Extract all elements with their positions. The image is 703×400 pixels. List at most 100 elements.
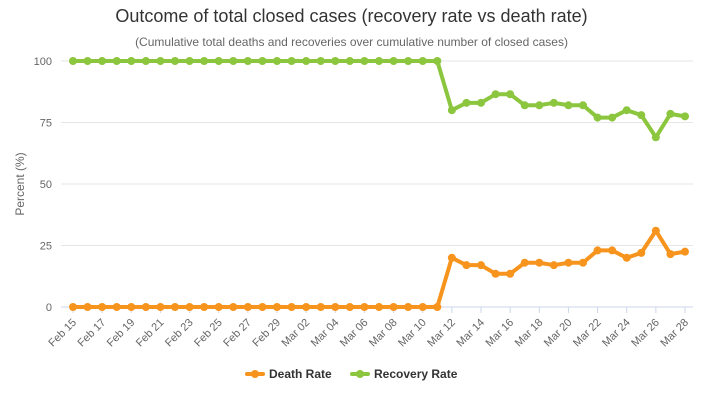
recovery-rate-point[interactable] bbox=[316, 57, 325, 65]
recovery-rate-point[interactable] bbox=[477, 98, 485, 107]
recovery-rate-point[interactable] bbox=[69, 57, 77, 65]
recovery-rate-point[interactable] bbox=[141, 57, 150, 65]
death-rate-point[interactable] bbox=[491, 269, 500, 278]
recovery-rate-point[interactable] bbox=[579, 101, 587, 110]
recovery-rate-point[interactable] bbox=[112, 57, 121, 65]
recovery-rate-point[interactable] bbox=[375, 57, 383, 65]
x-tick-label: Mar 20 bbox=[542, 317, 575, 350]
death-rate-point[interactable] bbox=[112, 303, 121, 311]
death-rate-point[interactable] bbox=[273, 303, 281, 311]
recovery-rate-point[interactable] bbox=[564, 101, 573, 110]
death-rate-point[interactable] bbox=[404, 303, 413, 311]
recovery-rate-point[interactable] bbox=[404, 57, 413, 65]
x-tick-label: Mar 28 bbox=[658, 317, 691, 350]
recovery-rate-point[interactable] bbox=[360, 57, 369, 65]
series-death-rate bbox=[69, 226, 689, 311]
recovery-rate-point[interactable] bbox=[520, 101, 529, 110]
recovery-rate-point[interactable] bbox=[666, 109, 675, 118]
recovery-rate-point[interactable] bbox=[229, 57, 238, 65]
recovery-rate-point[interactable] bbox=[98, 57, 107, 65]
death-rate-point[interactable] bbox=[433, 303, 442, 311]
death-rate-point[interactable] bbox=[243, 303, 252, 311]
recovery-rate-point[interactable] bbox=[345, 57, 354, 65]
death-rate-point[interactable] bbox=[127, 303, 136, 311]
death-rate-point[interactable] bbox=[316, 303, 325, 311]
death-rate-point[interactable] bbox=[156, 303, 165, 311]
recovery-rate-point[interactable] bbox=[462, 98, 471, 107]
x-tick-label: Feb 25 bbox=[192, 317, 225, 350]
recovery-rate-point[interactable] bbox=[637, 111, 646, 120]
recovery-rate-point[interactable] bbox=[200, 57, 209, 65]
recovery-rate-point[interactable] bbox=[171, 57, 179, 65]
death-rate-point[interactable] bbox=[258, 303, 267, 311]
recovery-rate-point[interactable] bbox=[156, 57, 165, 65]
recovery-rate-point[interactable] bbox=[622, 106, 631, 115]
legend-item-recovery-rate[interactable]: Recovery Rate bbox=[350, 367, 458, 381]
recovery-rate-point[interactable] bbox=[302, 57, 311, 65]
recovery-rate-point[interactable] bbox=[287, 57, 296, 65]
y-tick-label: 75 bbox=[40, 118, 52, 130]
legend[interactable]: Death Rate Recovery Rate bbox=[245, 367, 458, 381]
recovery-rate-point[interactable] bbox=[418, 57, 427, 65]
recovery-rate-point[interactable] bbox=[83, 57, 92, 65]
death-rate-point[interactable] bbox=[287, 303, 296, 311]
legend-item-death-rate[interactable]: Death Rate bbox=[245, 367, 332, 381]
death-rate-point[interactable] bbox=[608, 246, 617, 255]
recovery-rate-point[interactable] bbox=[258, 57, 267, 65]
death-rate-point[interactable] bbox=[360, 303, 369, 311]
death-rate-point[interactable] bbox=[69, 303, 77, 311]
death-rate-point[interactable] bbox=[185, 303, 194, 311]
death-rate-point[interactable] bbox=[462, 261, 471, 270]
x-tick-label: Mar 08 bbox=[367, 317, 400, 350]
death-rate-point[interactable] bbox=[535, 258, 544, 267]
recovery-rate-point[interactable] bbox=[506, 90, 515, 99]
recovery-rate-point[interactable] bbox=[549, 98, 558, 107]
death-rate-point[interactable] bbox=[564, 258, 573, 267]
death-rate-point[interactable] bbox=[506, 269, 515, 278]
death-rate-point[interactable] bbox=[375, 303, 383, 311]
death-rate-point[interactable] bbox=[593, 246, 602, 255]
death-rate-point[interactable] bbox=[622, 253, 631, 262]
recovery-rate-point[interactable] bbox=[243, 57, 252, 65]
death-rate-point[interactable] bbox=[141, 303, 150, 311]
death-rate-point[interactable] bbox=[447, 253, 456, 262]
death-rate-point[interactable] bbox=[389, 303, 398, 311]
chart-title: Outcome of total closed cases (recovery … bbox=[115, 6, 588, 26]
recovery-rate-point[interactable] bbox=[447, 106, 456, 115]
recovery-rate-point[interactable] bbox=[433, 57, 442, 65]
recovery-rate-point[interactable] bbox=[185, 57, 194, 65]
recovery-rate-point[interactable] bbox=[273, 57, 281, 65]
death-rate-point[interactable] bbox=[171, 303, 179, 311]
death-rate-point[interactable] bbox=[549, 261, 558, 270]
recovery-rate-point[interactable] bbox=[651, 133, 660, 142]
death-rate-point[interactable] bbox=[477, 261, 485, 270]
death-rate-point[interactable] bbox=[345, 303, 354, 311]
recovery-rate-point[interactable] bbox=[681, 112, 689, 121]
recovery-rate-point[interactable] bbox=[214, 57, 223, 65]
death-rate-point[interactable] bbox=[637, 248, 646, 257]
x-tick-label: Mar 06 bbox=[338, 317, 371, 350]
death-rate-point[interactable] bbox=[520, 258, 529, 267]
death-rate-point[interactable] bbox=[83, 303, 92, 311]
death-rate-point[interactable] bbox=[214, 303, 223, 311]
death-rate-point[interactable] bbox=[651, 226, 660, 235]
death-rate-point[interactable] bbox=[98, 303, 107, 311]
recovery-rate-point[interactable] bbox=[608, 113, 617, 122]
recovery-rate-point[interactable] bbox=[593, 113, 602, 122]
death-rate-point[interactable] bbox=[331, 303, 340, 311]
death-rate-point[interactable] bbox=[666, 250, 675, 259]
x-tick-label: Feb 19 bbox=[105, 317, 138, 350]
recovery-rate-point[interactable] bbox=[127, 57, 136, 65]
recovery-rate-point[interactable] bbox=[331, 57, 340, 65]
death-rate-point[interactable] bbox=[200, 303, 209, 311]
death-rate-point[interactable] bbox=[418, 303, 427, 311]
death-rate-point[interactable] bbox=[302, 303, 311, 311]
death-rate-point[interactable] bbox=[229, 303, 238, 311]
death-rate-point[interactable] bbox=[579, 258, 587, 267]
death-rate-point[interactable] bbox=[681, 247, 689, 256]
y-tick-label: 25 bbox=[40, 241, 52, 253]
recovery-rate-point[interactable] bbox=[491, 90, 500, 99]
recovery-rate-point[interactable] bbox=[389, 57, 398, 65]
recovery-rate-point[interactable] bbox=[535, 101, 544, 110]
